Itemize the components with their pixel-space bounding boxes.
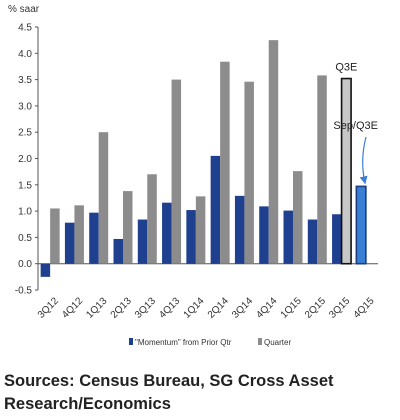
quarter-bar [74, 205, 84, 264]
y-tick-label: 0.5 [18, 233, 32, 244]
sep-q3e-label: Sep/Q3E [333, 120, 378, 132]
momentum-bar [307, 219, 318, 264]
x-tick-label: 4Q13 [157, 295, 182, 320]
quarter-bar [123, 191, 133, 264]
legend-swatch-quarter [258, 338, 262, 345]
y-tick-label: 4.0 [18, 49, 32, 60]
x-tick-label: 4Q12 [60, 295, 85, 320]
x-tick-label: 4Q15 [352, 295, 377, 320]
x-tick-label: 3Q13 [133, 295, 158, 320]
momentum-bar [162, 202, 172, 264]
quarter-bar [171, 79, 182, 264]
legend-label-quarter: Quarter [264, 338, 291, 347]
quarter-bar [317, 75, 327, 264]
y-axis-label: % saar [8, 4, 40, 15]
x-tick-label: 2Q13 [109, 295, 134, 320]
x-tick-label: 1Q14 [182, 295, 207, 320]
momentum-bar [332, 214, 342, 264]
q3e-bar [340, 77, 352, 265]
y-tick-label: 4.5 [18, 23, 32, 34]
legend: "Momentum" from Prior Qtr Quarter [129, 338, 291, 347]
x-tick-label: 3Q12 [36, 295, 61, 320]
quarter-bar [195, 196, 206, 264]
y-tick-label: 1.0 [18, 207, 32, 218]
quarter-bar [244, 81, 254, 264]
sep-q3e-bar [355, 185, 367, 265]
bars [40, 40, 367, 277]
momentum-bar [234, 195, 245, 264]
y-tick-label: 3.5 [18, 75, 32, 86]
x-tick-label: 2Q15 [303, 295, 328, 320]
chart: % saar -0.5 0.0 0.5 1.0 1.5 2.0 2.5 3.0 3.5 4.0 4.… [8, 4, 378, 347]
momentum-bar [113, 238, 123, 264]
momentum-bar [40, 263, 51, 277]
x-tick-label: 1Q15 [279, 295, 304, 320]
momentum-bar [89, 212, 99, 264]
q3e-label: Q3E [335, 62, 357, 74]
momentum-bar [186, 210, 196, 264]
y-tick-label: 3.0 [18, 101, 32, 112]
x-tick-label: 3Q14 [230, 295, 255, 320]
x-tick-label: 4Q14 [254, 295, 279, 320]
sep-q3e-arrow [359, 136, 368, 185]
quarter-bar [293, 171, 303, 264]
x-tick-label: 1Q13 [84, 295, 109, 320]
quarter-bar [98, 132, 109, 264]
legend-label-momentum: "Momentum" from Prior Qtr [135, 338, 232, 347]
x-tick-label: 3Q15 [327, 295, 352, 320]
annotations: Q3E Sep/Q3E [333, 62, 378, 185]
y-tick-label: 2.5 [18, 128, 32, 139]
legend-swatch-momentum [129, 338, 133, 345]
x-axis: 3Q12 4Q12 1Q13 2Q13 3Q13 4Q13 1Q14 2Q14 3Q14 4Q14… [36, 295, 377, 320]
quarter-bar [147, 174, 157, 264]
quarter-bar [268, 40, 279, 264]
y-tick-label: 2.0 [18, 154, 32, 165]
y-tick-label: 0.0 [18, 259, 32, 270]
quarter-bar [50, 208, 60, 264]
momentum-bar [259, 206, 269, 264]
momentum-bar [64, 222, 75, 264]
x-tick-label: 2Q14 [206, 295, 231, 320]
momentum-bar [283, 210, 293, 264]
y-axis: -0.5 0.0 0.5 1.0 1.5 2.0 2.5 3.0 3.5 4.0 4.5 [15, 23, 38, 297]
sources-note: Sources: Census Bureau, SG Cross Asset R… [4, 372, 334, 413]
y-tick-label: 1.5 [18, 180, 32, 191]
y-tick-label: -0.5 [15, 286, 33, 297]
momentum-bar [210, 155, 221, 264]
momentum-bar [137, 219, 148, 264]
quarter-bar [220, 61, 230, 264]
